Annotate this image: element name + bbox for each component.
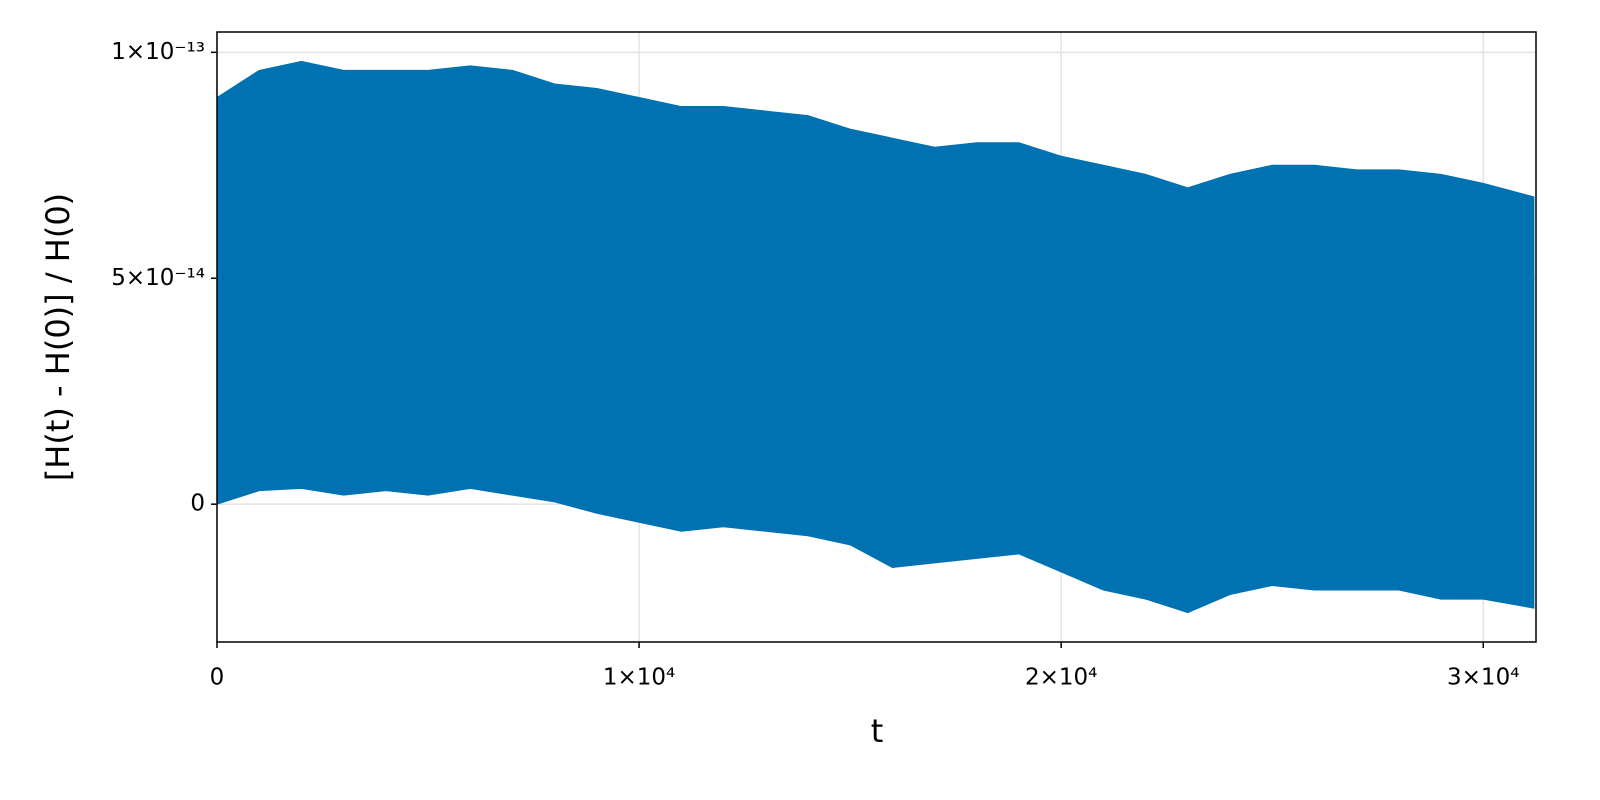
x-tick-label: 1×10⁴ [603, 665, 675, 691]
x-axis-label: t [871, 712, 884, 750]
y-tick-label: 1×10⁻¹³ [111, 39, 205, 65]
plot-frame [216, 31, 1537, 643]
x-tick-label: 0 [210, 665, 225, 691]
y-tick-label: 5×10⁻¹⁴ [111, 265, 205, 291]
y-axis-label: [H(t) - H(0)] / H(0) [39, 193, 77, 481]
y-tick-label: 0 [190, 491, 205, 517]
x-tick-label: 2×10⁴ [1025, 665, 1097, 691]
x-tick-label: 3×10⁴ [1447, 665, 1519, 691]
band-area [216, 60, 1535, 614]
